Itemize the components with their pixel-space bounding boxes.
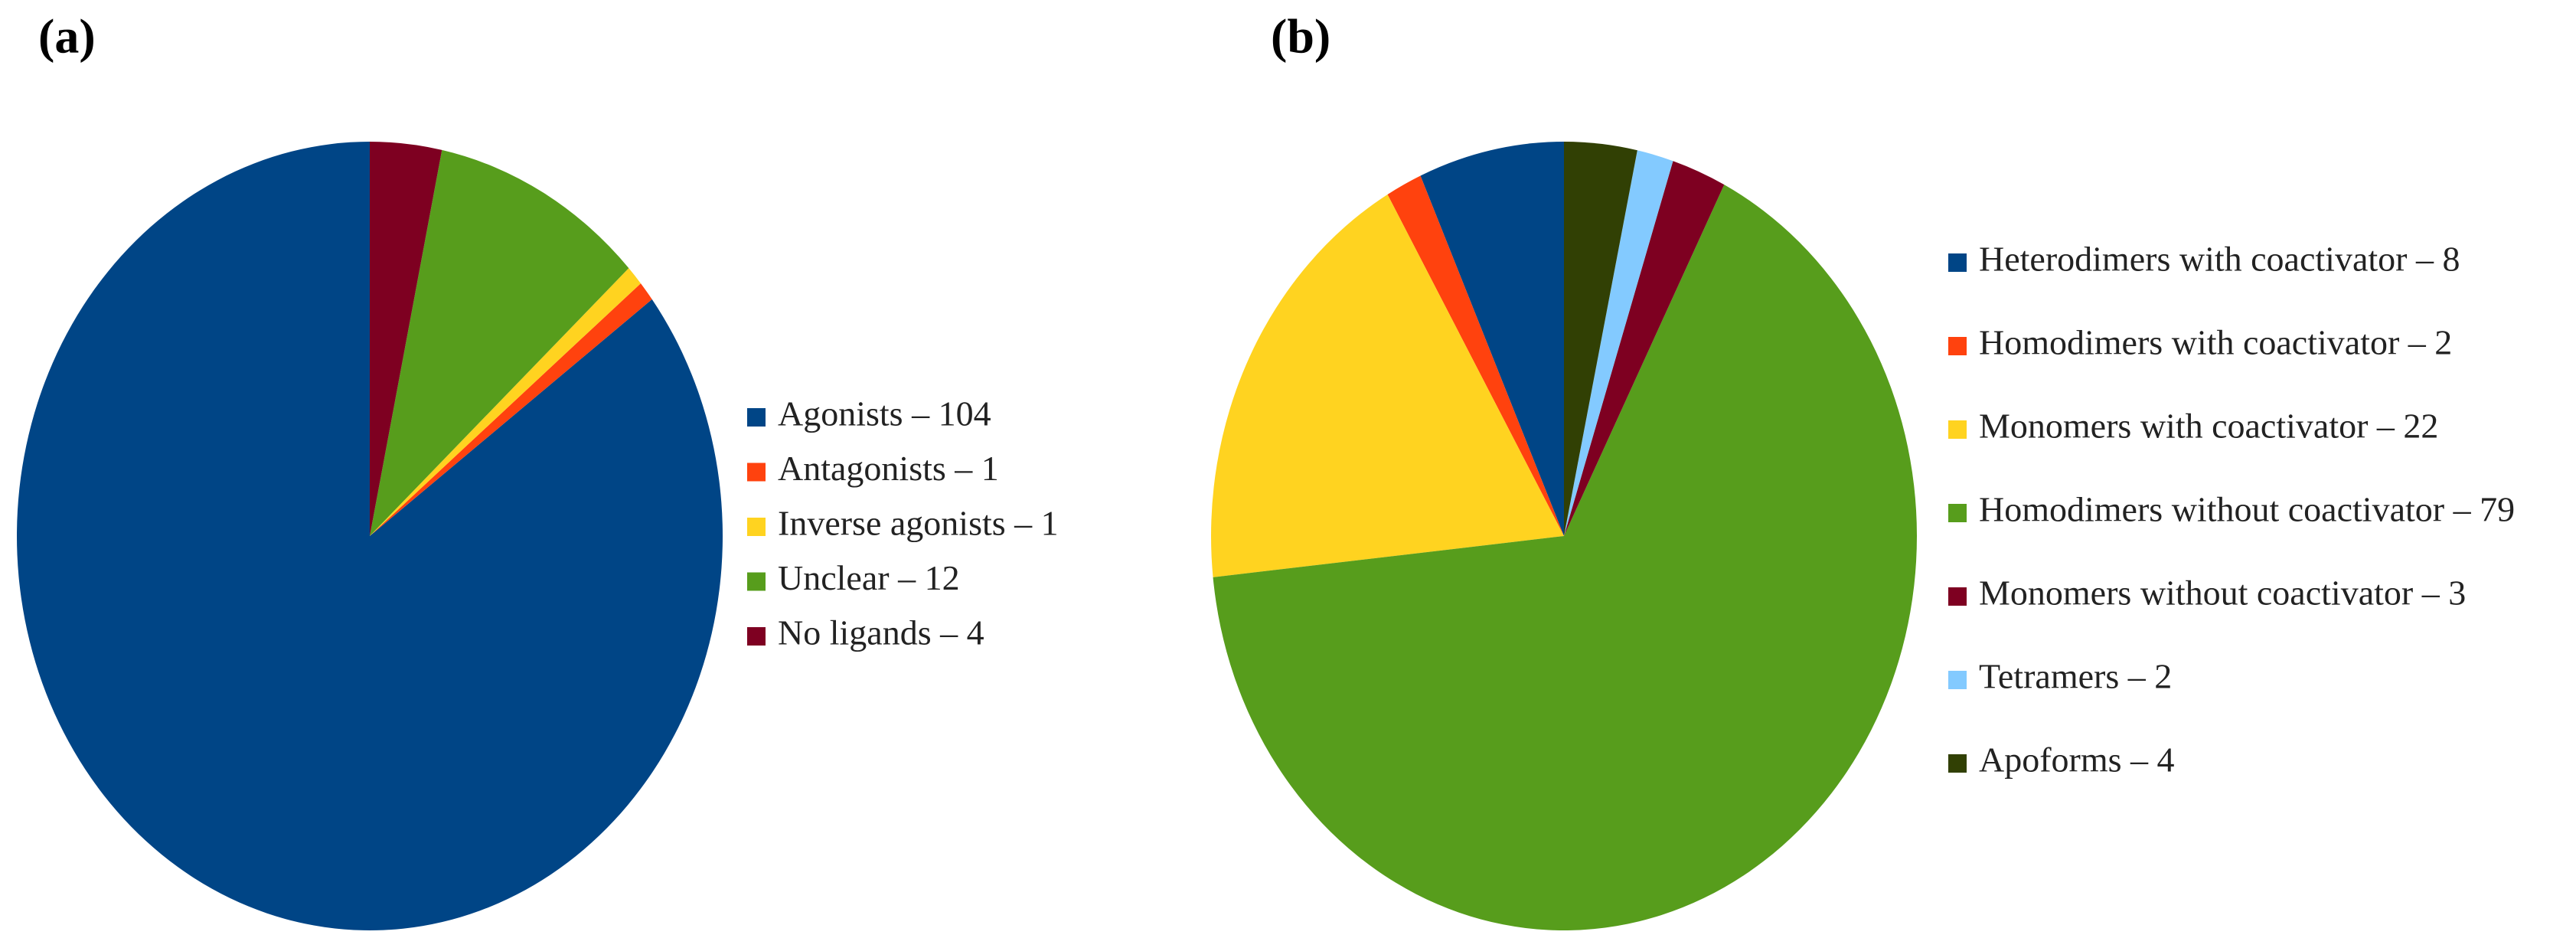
legend-swatch [1948,337,1967,355]
legend-swatch [1948,420,1967,439]
legend-label: Monomers without coactivator – 3 [1979,574,2466,613]
legend-swatch [747,463,766,482]
pie-slice [1387,175,1564,536]
legend-label: Unclear – 12 [778,558,960,597]
pie-slice [370,268,641,536]
legend-label: Homodimers without coactivator – 79 [1979,490,2515,529]
legend-swatch [1948,754,1967,773]
chart-title: (b) [1271,9,1330,64]
pie-slice [1211,194,1564,577]
legend-label: Tetramers – 2 [1979,657,2172,696]
pie-slice [370,283,652,536]
chart-title: (a) [38,9,96,64]
legend-swatch [1948,253,1967,272]
legend-label: No ligands – 4 [778,613,984,652]
pie-slice [1213,185,1917,930]
pie-slice [370,142,442,536]
pie-slice [1420,142,1564,536]
legend-label: Agonists – 104 [778,394,991,433]
legend-swatch [747,627,766,646]
legend-label: Antagonists – 1 [778,449,999,488]
legend-swatch [1948,504,1967,522]
pie-slice [370,149,629,536]
legend-label: Apoforms – 4 [1979,740,2175,780]
legend-swatch [1948,587,1967,606]
pie-slice [1564,150,1673,537]
pie-slice [1564,142,1637,536]
legend-label: Heterodimers with coactivator – 8 [1979,240,2460,279]
legend-swatch [747,572,766,591]
legend-label: Monomers with coactivator – 22 [1979,407,2438,446]
legend-swatch [747,408,766,427]
legend-label: Homodimers with coactivator – 2 [1979,323,2452,362]
pie-slice [1564,161,1725,537]
legend-swatch [1948,671,1967,689]
legend-label: Inverse agonists – 1 [778,504,1059,543]
legend-swatch [747,518,766,536]
